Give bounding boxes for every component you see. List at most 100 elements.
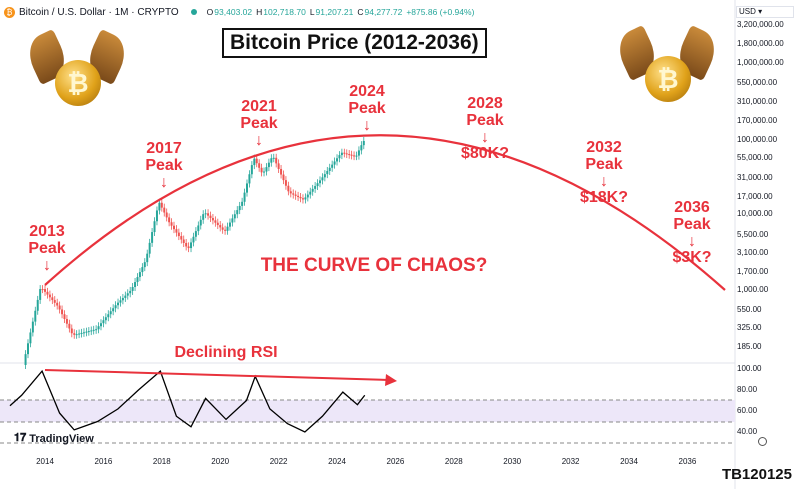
price-candle bbox=[65, 318, 68, 324]
price-candle bbox=[287, 185, 290, 192]
price-axis-label: 3,100.00 bbox=[737, 248, 769, 257]
symbol-name[interactable]: Bitcoin / U.S. Dollar · 1M · CRYPTO bbox=[19, 6, 179, 18]
price-candle bbox=[263, 171, 266, 173]
market-open-indicator bbox=[190, 9, 197, 15]
bitcoin-icon: ₿ bbox=[4, 6, 15, 18]
ohlc-high: H102,718.70 bbox=[256, 7, 306, 17]
price-candle bbox=[90, 330, 93, 332]
price-candle bbox=[153, 221, 156, 233]
price-candle bbox=[172, 225, 175, 230]
price-candle bbox=[224, 229, 227, 231]
price-candle bbox=[92, 329, 95, 331]
price-candle bbox=[36, 299, 39, 311]
price-axis-label: 1,000,000.00 bbox=[737, 58, 784, 67]
rsi-axis-label: 100.00 bbox=[737, 364, 762, 373]
price-candle bbox=[292, 193, 295, 195]
price-candle bbox=[190, 242, 193, 249]
price-candle bbox=[41, 289, 44, 291]
price-axis-label: 31,000.00 bbox=[737, 173, 773, 182]
price-candle bbox=[345, 153, 348, 155]
rsi-axis-label: 80.00 bbox=[737, 385, 758, 394]
rsi-band bbox=[0, 400, 735, 422]
rsi-axis-label: 40.00 bbox=[737, 427, 758, 436]
price-candle bbox=[350, 154, 353, 156]
price-candle bbox=[326, 170, 329, 175]
annotation-2017-peak: 2017 Peak ↓ bbox=[145, 140, 183, 191]
price-candle bbox=[348, 154, 351, 156]
projection-2032: $18K? bbox=[579, 189, 629, 207]
price-candle bbox=[102, 320, 105, 324]
price-candle bbox=[211, 218, 214, 221]
currency-select[interactable]: USD ▾ bbox=[736, 6, 794, 18]
price-candle bbox=[333, 161, 336, 165]
price-candle bbox=[207, 213, 210, 216]
price-candle bbox=[355, 155, 358, 157]
price-axis-label: 170,000.00 bbox=[737, 116, 778, 125]
price-candle bbox=[314, 186, 317, 189]
time-axis-label: 2014 bbox=[36, 457, 54, 466]
price-candle bbox=[294, 194, 297, 196]
price-candle bbox=[124, 295, 127, 298]
annotation-2013-peak: 2013 Peak ↓ bbox=[28, 223, 66, 274]
price-candle bbox=[126, 293, 129, 296]
price-candle bbox=[117, 302, 120, 306]
price-candle bbox=[311, 188, 314, 192]
bitcoin-coin-icon: ₿ bbox=[55, 60, 101, 106]
price-candle bbox=[146, 253, 149, 263]
declining-rsi-label: Declining RSI bbox=[174, 344, 278, 361]
price-candle bbox=[75, 334, 78, 336]
rsi-trend-arrow bbox=[44, 369, 391, 381]
price-candle bbox=[134, 282, 137, 288]
open-value: 93,403.02 bbox=[214, 7, 253, 17]
price-candle bbox=[316, 183, 319, 187]
price-candle bbox=[29, 332, 32, 344]
price-candle bbox=[143, 262, 146, 268]
price-candle bbox=[309, 191, 312, 195]
price-candle bbox=[260, 167, 263, 173]
price-axis-label: 17,000.00 bbox=[737, 192, 773, 201]
price-candle bbox=[194, 231, 197, 237]
price-candle bbox=[243, 192, 246, 202]
curve-of-chaos-label: THE CURVE OF CHAOS? bbox=[260, 255, 488, 276]
price-candle bbox=[328, 167, 331, 171]
change-value: +875.86 (+0.94%) bbox=[406, 7, 475, 17]
price-candle bbox=[277, 163, 280, 169]
price-candle bbox=[233, 214, 236, 219]
time-axis-label: 2036 bbox=[678, 457, 697, 466]
price-candle bbox=[51, 297, 54, 301]
price-candle bbox=[241, 201, 244, 206]
price-candle bbox=[272, 157, 275, 159]
price-candle bbox=[80, 332, 83, 334]
close-label: C bbox=[357, 7, 364, 17]
price-candle bbox=[151, 232, 154, 243]
rsi-line bbox=[9, 369, 366, 433]
price-candle bbox=[306, 194, 309, 198]
time-axis-label: 2030 bbox=[503, 457, 522, 466]
price-axis-label: 1,000.00 bbox=[737, 285, 769, 294]
annotation-2032-peak: 2032 Peak ↓ $18K? bbox=[579, 139, 629, 207]
price-axis-label: 325.00 bbox=[737, 323, 762, 332]
price-candle bbox=[26, 343, 29, 355]
price-candle bbox=[265, 167, 268, 172]
settings-gear-icon[interactable] bbox=[758, 437, 767, 446]
price-candle bbox=[141, 267, 144, 273]
price-candle bbox=[238, 205, 241, 211]
price-candle bbox=[44, 289, 47, 292]
ohlc-open: O93,403.02 bbox=[207, 7, 252, 17]
low-value: 91,207.21 bbox=[315, 7, 354, 17]
price-candle bbox=[104, 317, 107, 321]
annotation-2028-peak: 2028 Peak ↓ $80K? bbox=[460, 95, 510, 163]
price-candle bbox=[267, 162, 270, 168]
time-axis-label: 2032 bbox=[561, 457, 580, 466]
high-label: H bbox=[256, 7, 263, 17]
price-candle bbox=[258, 163, 261, 168]
price-candle bbox=[323, 174, 326, 178]
price-candle bbox=[112, 308, 115, 312]
price-candle bbox=[175, 229, 178, 233]
tradingview-logo[interactable]: 𝟏𝟕 TradingView bbox=[14, 432, 94, 445]
price-candle bbox=[270, 158, 273, 163]
price-candle bbox=[362, 140, 365, 146]
price-candle bbox=[39, 289, 42, 300]
price-candle bbox=[170, 222, 173, 226]
